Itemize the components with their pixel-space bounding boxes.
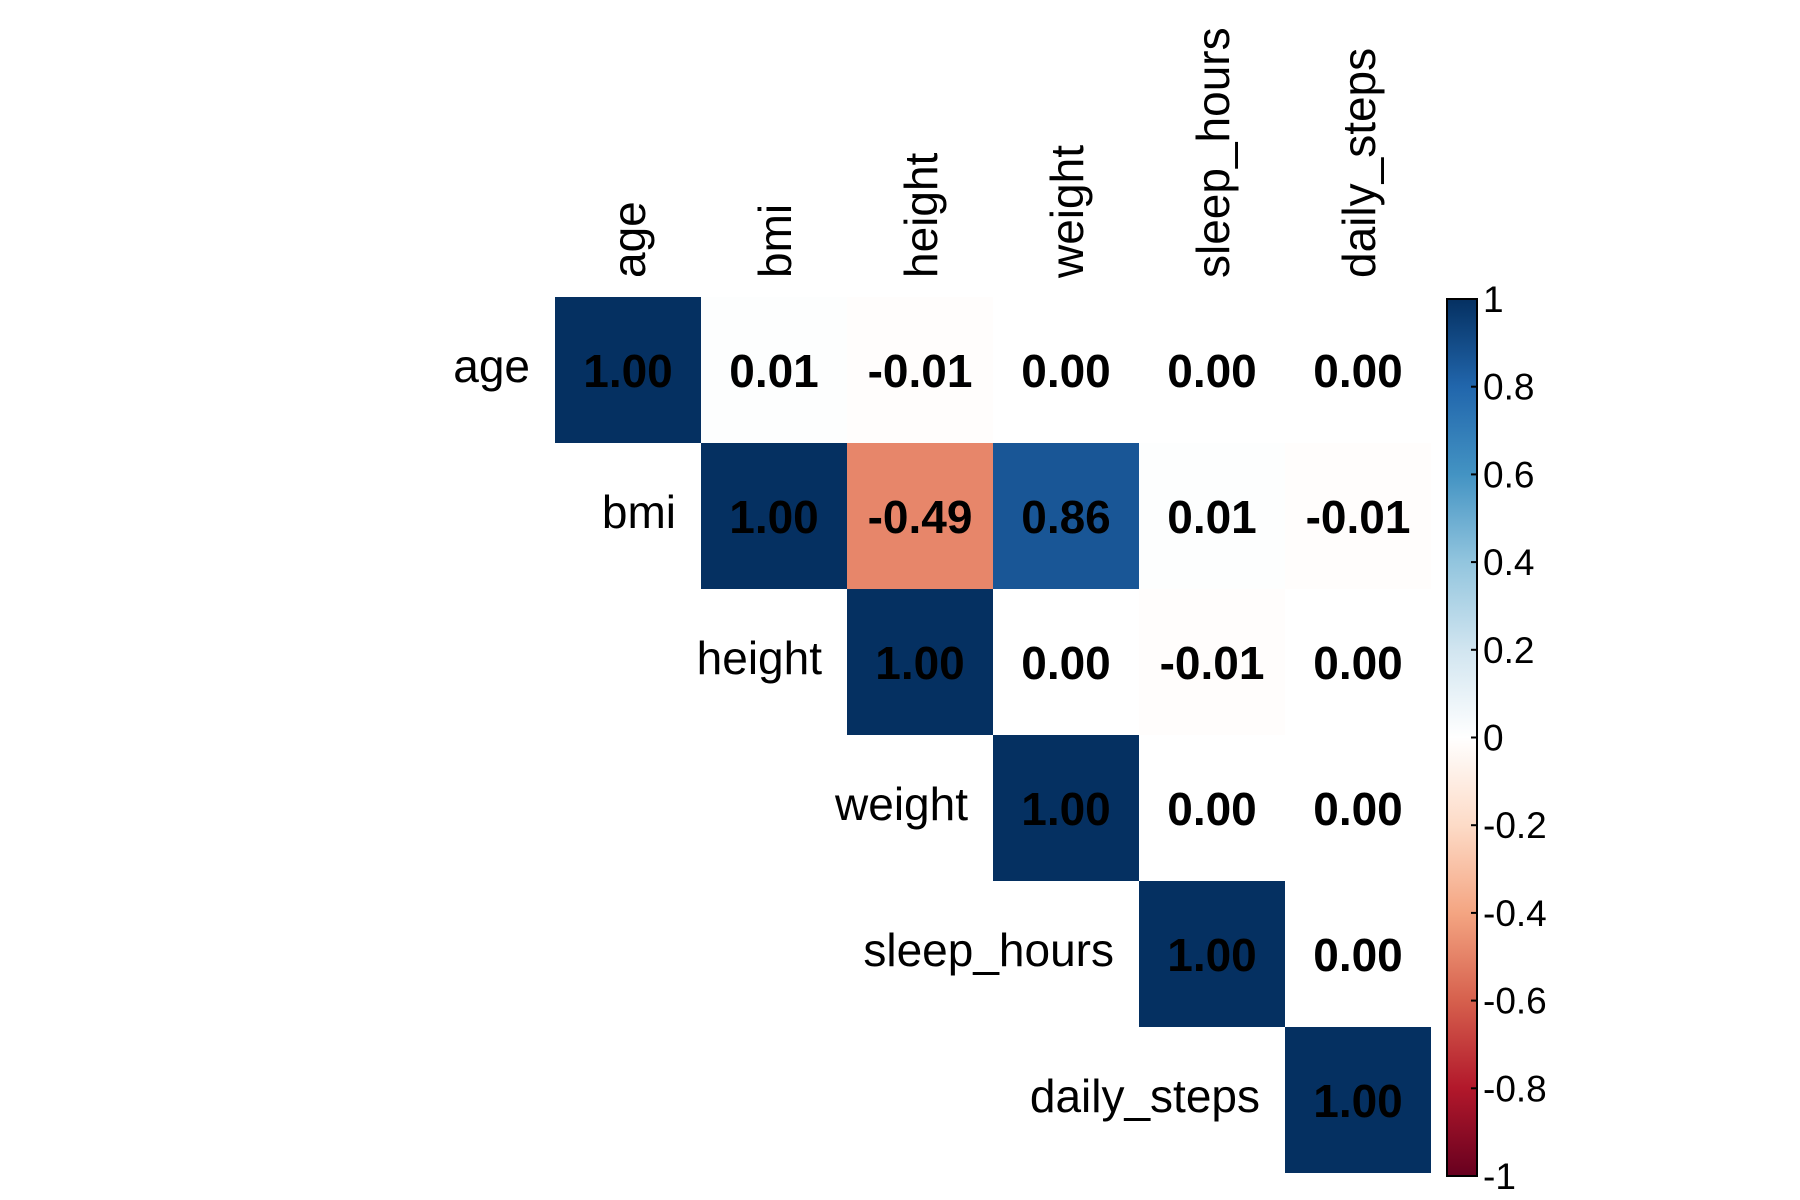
cell-value-label: 0.00 xyxy=(1313,345,1403,397)
heatmap-cell-height-height xyxy=(847,589,993,735)
row-label-daily_steps: daily_steps xyxy=(1030,1070,1260,1122)
colorbar-tick-label: 0 xyxy=(1483,718,1504,759)
heatmap-cell-weight-sleep_hours xyxy=(1139,735,1285,881)
colorbar-gradient xyxy=(1446,298,1478,1177)
colorbar-tick-label: 0.8 xyxy=(1483,367,1534,408)
column-label-bmi: bmi xyxy=(749,204,801,278)
colorbar-tick-label: -0.6 xyxy=(1483,981,1547,1022)
colorbar-tick-label: 0.4 xyxy=(1483,542,1534,583)
colorbar-tick-label: -0.8 xyxy=(1483,1068,1547,1109)
heatmap-cell-bmi-bmi xyxy=(701,443,847,589)
cell-value-label: 1.00 xyxy=(583,345,673,397)
heatmap-cell-sleep_hours-daily_steps xyxy=(1285,881,1431,1027)
heatmap-cell-bmi-sleep_hours xyxy=(1139,443,1285,589)
cell-value-label: 1.00 xyxy=(1167,929,1257,981)
row-label-bmi: bmi xyxy=(602,486,676,538)
cell-value-label: -0.01 xyxy=(1160,637,1265,689)
cell-value-label: 0.00 xyxy=(1167,345,1257,397)
column-labels: age bmi height weight sleep_hours daily_steps xyxy=(603,27,1385,279)
heatmap-cell-age-daily_steps xyxy=(1285,297,1431,443)
column-label-height: height xyxy=(895,152,947,278)
row-label-age: age xyxy=(453,340,530,392)
heatmap-cell-age-sleep_hours xyxy=(1139,297,1285,443)
heatmap-cells xyxy=(555,297,1431,1173)
cell-value-label: 1.00 xyxy=(1021,783,1111,835)
cell-value-label: 0.00 xyxy=(1021,345,1111,397)
colorbar-ticks: 1 0.8 0.6 0.4 0.2 0 -0.2 -0.4 -0.6 -0.8 -1 xyxy=(1471,279,1547,1197)
cell-value-label: 0.01 xyxy=(729,345,819,397)
colorbar-tick-label: 1 xyxy=(1483,279,1504,320)
cell-value-label: 1.00 xyxy=(875,637,965,689)
heatmap-cell-bmi-weight xyxy=(993,443,1139,589)
heatmap-cell-bmi-height xyxy=(847,443,993,589)
colorbar-tick-label: -1 xyxy=(1483,1156,1516,1197)
cell-value-label: 0.00 xyxy=(1313,929,1403,981)
cell-value-label: -0.01 xyxy=(1306,491,1411,543)
cell-value-label: 0.00 xyxy=(1167,783,1257,835)
cell-value-label: -0.01 xyxy=(868,345,973,397)
cell-value-label: -0.49 xyxy=(868,491,973,543)
colorbar: 1 0.8 0.6 0.4 0.2 0 -0.2 -0.4 -0.6 -0.8 -1 xyxy=(1446,279,1547,1197)
colorbar-tick-label: -0.4 xyxy=(1483,893,1547,934)
heatmap-cell-height-weight xyxy=(993,589,1139,735)
row-labels: age bmi height weight sleep_hours daily_steps xyxy=(453,340,1260,1122)
row-label-weight: weight xyxy=(834,778,968,830)
colorbar-tick-label: -0.2 xyxy=(1483,805,1547,846)
column-label-weight: weight xyxy=(1041,145,1093,279)
cell-value-label: 0.00 xyxy=(1021,637,1111,689)
cell-value-label: 0.86 xyxy=(1021,491,1111,543)
heatmap-cell-age-bmi xyxy=(701,297,847,443)
heatmap-cell-bmi-daily_steps xyxy=(1285,443,1431,589)
colorbar-tick-label: 0.2 xyxy=(1483,630,1534,671)
column-label-daily_steps: daily_steps xyxy=(1333,48,1385,278)
row-label-height: height xyxy=(697,632,823,684)
cell-value-label: 1.00 xyxy=(1313,1075,1403,1127)
heatmap-cell-age-age xyxy=(555,297,701,443)
row-label-sleep_hours: sleep_hours xyxy=(863,924,1114,976)
cell-value-label: 0.01 xyxy=(1167,491,1257,543)
heatmap-cell-age-weight xyxy=(993,297,1139,443)
heatmap-cell-labels: 1.00 0.01 -0.01 0.00 0.00 0.00 1.00 -0.49 0.86 0.… xyxy=(583,345,1410,1127)
cell-value-label: 0.00 xyxy=(1313,783,1403,835)
column-label-sleep_hours: sleep_hours xyxy=(1187,27,1239,278)
heatmap-cell-age-height xyxy=(847,297,993,443)
cell-value-label: 0.00 xyxy=(1313,637,1403,689)
cell-value-label: 1.00 xyxy=(729,491,819,543)
heatmap-cell-height-sleep_hours xyxy=(1139,589,1285,735)
colorbar-tick-label: 0.6 xyxy=(1483,454,1534,495)
heatmap-cell-sleep_hours-sleep_hours xyxy=(1139,881,1285,1027)
heatmap-cell-height-daily_steps xyxy=(1285,589,1431,735)
heatmap-cell-weight-weight xyxy=(993,735,1139,881)
heatmap-cell-weight-daily_steps xyxy=(1285,735,1431,881)
heatmap-cell-daily_steps-daily_steps xyxy=(1285,1027,1431,1173)
column-label-age: age xyxy=(603,201,655,278)
